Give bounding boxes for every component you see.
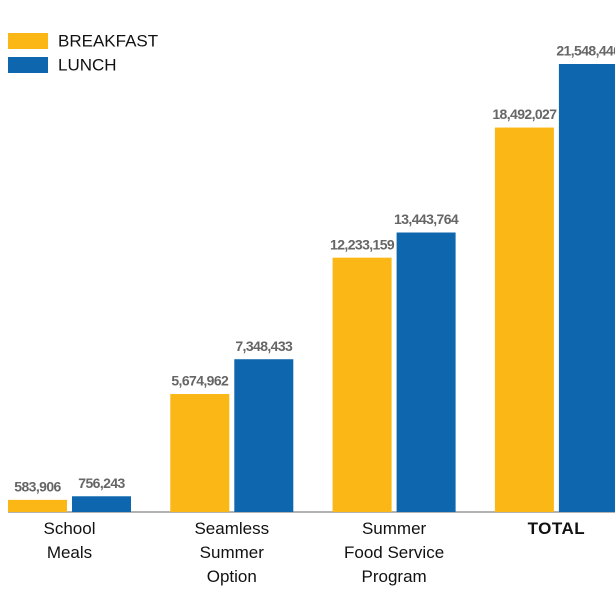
category-line: Summer	[362, 519, 427, 538]
category-line: TOTAL	[528, 519, 586, 538]
category-label: School Meals	[44, 519, 96, 562]
legend-swatch	[8, 57, 48, 73]
bar	[396, 232, 456, 512]
category-line: Meals	[47, 543, 92, 562]
category-label: Summer Food Service Program	[344, 519, 444, 586]
category-line: Seamless	[194, 519, 269, 538]
category-label: Seamless Summer Option	[194, 519, 269, 586]
value-label: 13,443,764	[394, 211, 459, 227]
legend-swatch	[8, 33, 48, 49]
value-label: 21,548,440	[556, 43, 615, 59]
value-label: 756,243	[78, 475, 125, 491]
bar	[8, 499, 67, 512]
value-label: 18,492,027	[492, 106, 557, 122]
bar	[558, 64, 615, 512]
category-line: Summer	[200, 543, 265, 562]
category-line: Option	[207, 567, 257, 586]
legend-label: BREAKFAST	[58, 31, 158, 50]
category-line: Program	[362, 567, 427, 586]
legend-label: LUNCH	[58, 55, 117, 74]
value-label: 5,674,962	[171, 373, 229, 389]
bar	[494, 127, 554, 513]
category-line: Food Service	[344, 543, 444, 562]
value-label: 583,906	[14, 479, 61, 495]
category-line: School	[44, 519, 96, 538]
bar	[332, 257, 392, 512]
value-label: 7,348,433	[235, 338, 293, 354]
category-label: TOTAL	[528, 519, 586, 538]
bar	[234, 359, 294, 512]
bar	[72, 496, 131, 512]
bar	[170, 394, 230, 512]
value-label: 12,233,159	[330, 236, 395, 252]
